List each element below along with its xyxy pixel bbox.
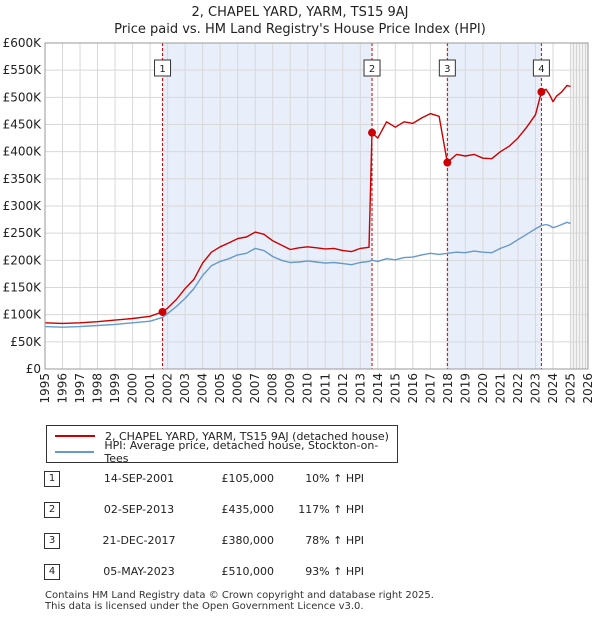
- y-tick-label: £250K: [3, 226, 43, 240]
- property-price-line: [44, 84, 571, 325]
- sale-hpi-change: 10% ↑ HPI: [305, 472, 364, 485]
- y-tick-label: £600K: [3, 36, 43, 50]
- y-tick-label: £300K: [3, 199, 43, 213]
- y-tick-label: £500K: [3, 90, 43, 104]
- sale-number-badge: 1: [44, 471, 60, 487]
- y-tick-label: £550K: [3, 63, 43, 77]
- x-tick-label: 2026: [581, 373, 595, 404]
- y-tick-label: £50K: [10, 335, 42, 349]
- table-row: 4 05-MAY-2023 £510,000 93% ↑ HPI: [44, 564, 444, 582]
- sale-point: [368, 128, 377, 137]
- x-tick-label: 2017: [423, 373, 437, 404]
- chart-subtitle: Price paid vs. HM Land Registry's House …: [114, 22, 486, 37]
- x-tick-label: 2019: [458, 373, 472, 404]
- sale-label: 1: [159, 64, 165, 75]
- legend-property-label: 2, CHAPEL YARD, YARM, TS15 9AJ (detached…: [105, 429, 389, 443]
- chart-title-line1: 2, CHAPEL YARD, YARM, TS15 9AJ: [191, 5, 409, 20]
- x-tick-label: 2014: [371, 373, 385, 404]
- y-tick-label: £400K: [3, 145, 43, 159]
- legend-hpi-label: HPI: Average price, detached house, Stoc…: [104, 439, 379, 465]
- x-tick-label: 2005: [213, 373, 227, 404]
- x-tick-label: 2008: [266, 373, 280, 404]
- sale-label: 3: [444, 64, 450, 75]
- footer-licence: This data is licensed under the Open Gov…: [45, 601, 364, 612]
- x-tick-label: 1996: [56, 373, 70, 404]
- y-tick-label: £200K: [3, 253, 43, 267]
- x-tick-label: 2003: [178, 373, 192, 404]
- x-tick-label: 1998: [91, 373, 105, 404]
- legend: 2, CHAPEL YARD, YARM, TS15 9AJ (detached…: [46, 425, 398, 465]
- sale-date: 14-SEP-2001: [103, 472, 175, 485]
- x-tick-label: 2022: [511, 373, 525, 404]
- chart-title: 2, CHAPEL YARD, YARM, TS15 9AJ Price pai…: [0, 4, 600, 38]
- x-tick-label: 2009: [283, 373, 297, 404]
- price-chart: 1 2 3 4 £0 £50K £100K £150K £200K £250K £300K £350…: [3, 36, 595, 404]
- sale-label-box: [532, 59, 550, 77]
- x-tick-label: 2023: [528, 373, 542, 404]
- sale-label-box: [363, 59, 381, 77]
- sale-number-badge: 2: [44, 502, 60, 518]
- sale-date: 05-MAY-2023: [103, 565, 175, 578]
- x-tick-label: 2018: [441, 373, 455, 404]
- sale-date: 21-DEC-2017: [102, 534, 176, 547]
- table-row: 1 14-SEP-2001 £105,000 10% ↑ HPI: [44, 471, 444, 489]
- x-tick-label: 2011: [318, 373, 332, 404]
- x-tick-label: 2010: [301, 373, 315, 404]
- hpi-line: [44, 221, 571, 328]
- x-tick-label: 2024: [546, 373, 560, 404]
- x-tick-label: 1997: [73, 373, 87, 404]
- x-tick-label: 2015: [388, 373, 402, 404]
- sale-label: 4: [538, 64, 544, 75]
- x-tick-label: 2002: [161, 373, 175, 404]
- legend-hpi-swatch: [55, 451, 95, 453]
- x-tick-label: 1999: [108, 373, 122, 404]
- sale-price: £380,000: [221, 534, 275, 547]
- sale-price: £435,000: [221, 503, 275, 516]
- sale-label-box: [438, 59, 456, 77]
- x-tick-label: 2025: [563, 373, 577, 404]
- y-tick-label: £450K: [3, 118, 43, 132]
- y-tick-label: £150K: [3, 281, 43, 295]
- x-tick-label: 2007: [248, 373, 262, 404]
- x-tick-label: 1995: [38, 373, 52, 404]
- y-tick-label: £350K: [3, 172, 43, 186]
- footer-copyright: Contains HM Land Registry data © Crown c…: [45, 590, 434, 601]
- sale-point: [443, 158, 452, 167]
- sale-label-box: [154, 59, 172, 77]
- sale-number-badge: 3: [44, 533, 60, 549]
- sale-point: [537, 87, 546, 96]
- x-tick-label: 2001: [143, 373, 157, 404]
- sale-hpi-change: 78% ↑ HPI: [305, 534, 364, 547]
- y-tick-label: £100K: [3, 308, 43, 322]
- y-tick-label: £0: [26, 362, 41, 376]
- x-tick-label: 2020: [476, 373, 490, 404]
- sale-number-badge: 4: [44, 564, 60, 580]
- x-tick-label: 2013: [353, 373, 367, 404]
- table-row: 2 02-SEP-2013 £435,000 117% ↑ HPI: [44, 502, 444, 520]
- sale-price: £510,000: [221, 565, 275, 578]
- legend-property-swatch: [55, 435, 95, 437]
- x-tick-label: 2006: [231, 373, 245, 404]
- sale-price: £105,000: [221, 472, 275, 485]
- plot-frame: [44, 42, 589, 370]
- x-tick-label: 2004: [196, 373, 210, 404]
- sale-hpi-change: 117% ↑ HPI: [298, 503, 364, 516]
- sale-point: [158, 307, 167, 316]
- legend-item-hpi: HPI: Average price, detached house, Stoc…: [55, 439, 397, 465]
- x-tick-label: 2021: [493, 373, 507, 404]
- x-tick-label: 2000: [126, 373, 140, 404]
- sale-date: 02-SEP-2013: [103, 503, 175, 516]
- sale-hpi-change: 93% ↑ HPI: [305, 565, 364, 578]
- footer-attribution: Contains HM Land Registry data © Crown c…: [45, 590, 434, 612]
- legend-item-property: 2, CHAPEL YARD, YARM, TS15 9AJ (detached…: [55, 428, 389, 444]
- x-tick-label: 2012: [336, 373, 350, 404]
- table-row: 3 21-DEC-2017 £380,000 78% ↑ HPI: [44, 533, 444, 551]
- sale-label: 2: [369, 64, 375, 75]
- x-tick-label: 2016: [406, 373, 420, 404]
